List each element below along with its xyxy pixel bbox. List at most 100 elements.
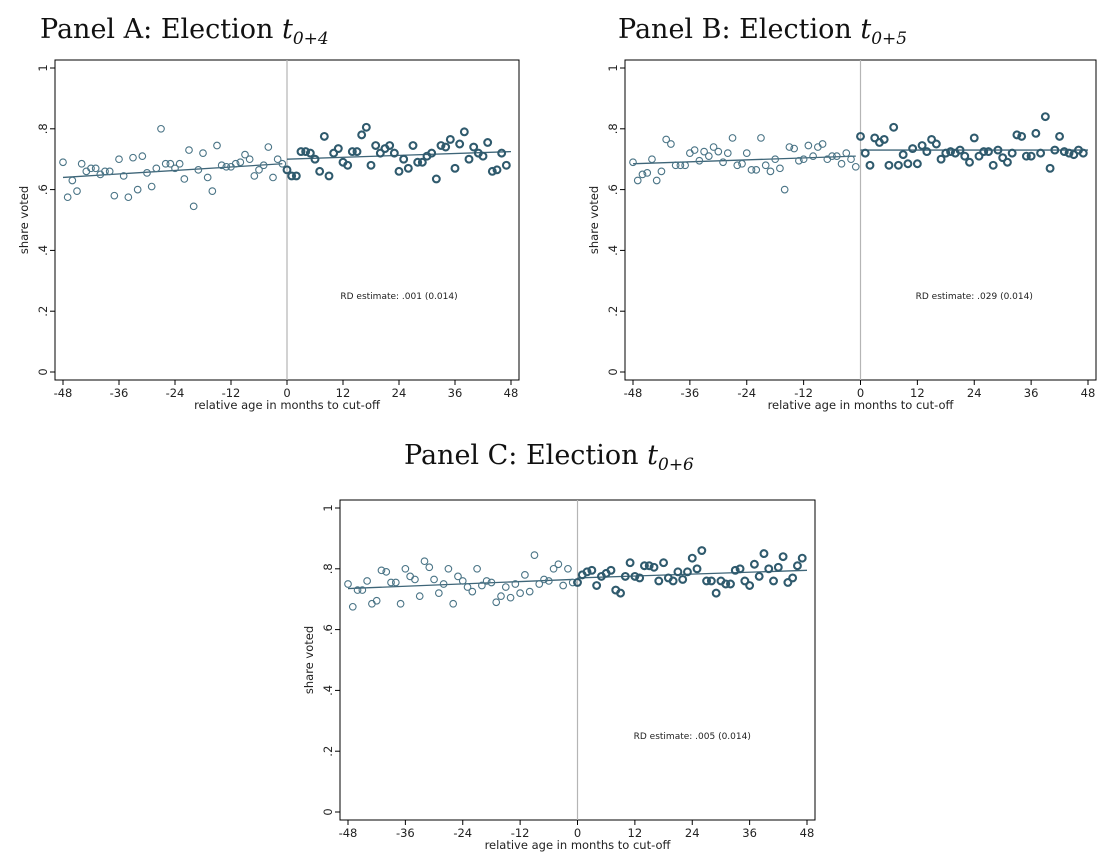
data-point-left [387,578,395,587]
data-point-right [464,154,474,164]
rd-estimate-annotation: RD estimate: .001 (0.014) [340,292,457,302]
data-point-left [818,140,827,148]
data-point-left [851,162,860,171]
x-tick-label: -24 [166,386,185,400]
data-point-right [431,174,441,184]
data-point-left [358,586,367,594]
data-point-left [273,155,282,164]
data-point-left [478,581,486,590]
data-point-right [735,564,745,574]
data-point-right [371,141,381,150]
data-point-left [733,161,742,170]
data-point-right [375,148,385,158]
x-tick-label: 36 [448,386,463,400]
panel-a-chart: -48 -36 -24 -12 0 12 24 36 48 0 .2 .4 .6 .8 1 relative … [17,59,520,412]
data-point-right [459,127,469,137]
data-point-left [105,167,114,176]
data-point-right [879,134,889,144]
data-point-right [1031,128,1041,138]
data-point-left [497,592,505,601]
data-point-right [357,130,367,140]
data-point-right [668,576,678,586]
data-point-right [592,581,602,590]
data-point-left [638,170,647,179]
data-point-left [87,164,95,173]
data-point-left [776,164,784,173]
y-tick-label: .6 [606,184,620,195]
data-point-right [759,549,769,559]
data-point-left [813,143,822,151]
x-tick-label: -48 [54,386,73,400]
rd-estimate-annotation: RD estimate: .005 (0.014) [634,732,751,742]
data-point-left [222,162,231,171]
y-tick-label: .2 [606,306,620,317]
data-point-right [687,553,697,563]
data-point-left [415,592,424,601]
data-point-left [752,165,761,174]
data-point-left [203,173,212,182]
data-point-right [778,552,788,562]
data-point-right [408,141,418,150]
data-point-right [497,148,507,158]
data-point-left [189,202,198,211]
data-point-right [960,151,970,161]
data-point-left [161,159,170,168]
data-point-right [394,166,404,176]
data-point-left [77,159,86,168]
data-point-left [790,144,798,153]
data-point-left [809,152,817,161]
fit-line-right [286,150,512,160]
data-point-right [413,157,423,167]
data-point-left [236,158,245,167]
data-point-left [530,551,539,559]
data-point-left [217,161,226,170]
data-point-right [1050,145,1060,155]
data-point-left [368,599,376,608]
data-point-right [455,139,465,149]
data-point-right [1045,163,1055,173]
data-point-left [133,185,142,194]
data-point-left [119,172,128,180]
x-tick-label: 0 [283,386,290,400]
data-point-left [652,176,661,185]
data-point-left [511,580,520,588]
data-point-right [361,122,371,132]
x-axis-label: relative age in months to cut-off [485,838,672,852]
data-point-left [344,580,352,588]
data-point-left [259,161,268,170]
data-point-left [544,577,553,585]
data-point-left [208,187,217,195]
data-point-left [185,146,193,154]
data-point-left [171,164,179,173]
data-point-right [745,581,755,590]
data-point-right [797,553,807,563]
y-axis-label: share voted [17,186,31,254]
data-point-left [91,164,100,173]
data-point-left [73,187,81,195]
data-point-right [1026,151,1036,161]
data-point-left [540,575,548,584]
data-point-right [792,561,802,571]
data-point-left [564,564,572,573]
data-point-right [893,160,903,170]
x-tick-label: 24 [685,826,700,840]
data-point-left [363,577,371,585]
data-point-right [936,154,946,164]
data-point-left [648,155,656,164]
data-point-left [704,152,713,161]
x-tick-label: -36 [396,826,415,840]
data-point-left [406,572,415,581]
data-point-right [673,567,683,577]
data-point-left [728,134,737,142]
y-tick-label: 0 [321,808,335,815]
data-point-left [771,155,780,164]
data-point-right [783,578,793,587]
data-point-left [738,159,746,168]
data-point-right [941,148,951,158]
data-point-left [382,567,391,576]
data-point-left [115,155,123,164]
data-point-left [391,578,400,587]
data-point-left [742,149,751,157]
data-point-right [984,147,993,157]
data-point-right [1059,147,1069,157]
